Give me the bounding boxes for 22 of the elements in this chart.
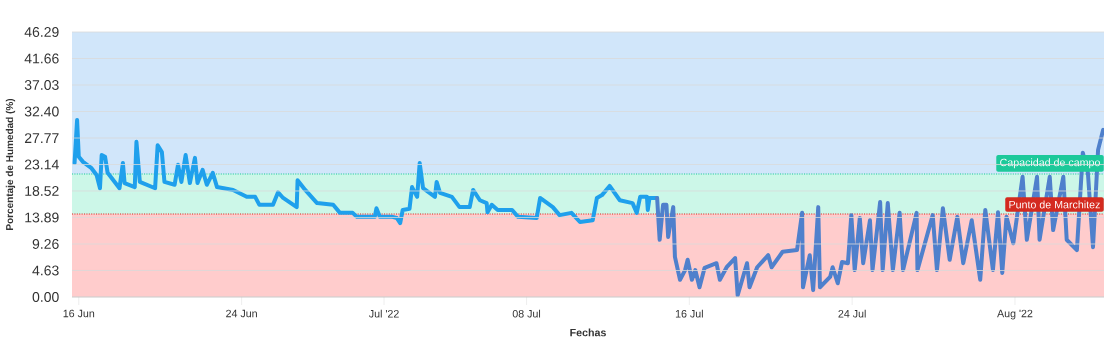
line-series <box>655 127 1105 297</box>
x-tick-label: 16 Jul <box>675 309 703 318</box>
y-tick-label: 41.66 <box>24 53 59 64</box>
y-axis-title: Porcentaje de Humedad (%) <box>5 98 16 230</box>
x-axis-title: Fechas <box>570 328 606 337</box>
y-tick-label: 4.63 <box>32 265 59 276</box>
y-tick-label: 0.00 <box>32 292 59 302</box>
x-tick-label: 24 Jul <box>838 309 866 318</box>
x-tick-label: 16 Jun <box>63 309 95 318</box>
y-tick-label: 46.29 <box>24 27 59 37</box>
y-tick-label: 9.26 <box>32 239 59 249</box>
y-tick-label: 32.40 <box>24 106 59 117</box>
x-tick-label: 08 Jul <box>512 309 541 318</box>
ref-line-label: Punto de Marchitez <box>1009 200 1100 209</box>
x-tick-label: Jul '22 <box>368 309 399 318</box>
y-tick-label: 18.52 <box>25 186 59 196</box>
y-tick-label: 37.03 <box>24 80 59 90</box>
x-tick-label: Aug '22 <box>997 309 1033 320</box>
y-tick-label: 27.77 <box>24 133 59 143</box>
x-tick-label: 24 Jun <box>226 309 257 318</box>
y-tick-label: 13.89 <box>25 212 59 223</box>
y-tick-label: 23.14 <box>24 159 59 170</box>
